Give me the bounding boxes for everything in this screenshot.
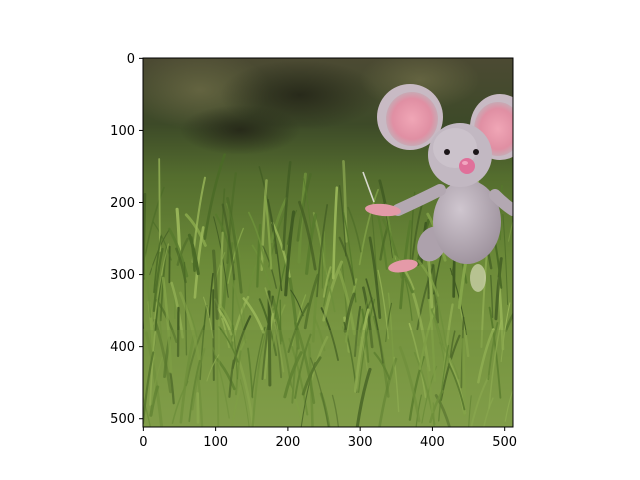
x-tick-label: 200 xyxy=(275,435,300,450)
x-tick-label: 0 xyxy=(139,435,147,450)
plush-mouse-in-grass-photo xyxy=(143,58,513,427)
y-tick-label: 0 xyxy=(127,52,135,67)
plush-mouse xyxy=(362,84,513,292)
axes-frame xyxy=(142,57,514,428)
y-axis: 0 100 200 300 400 500 xyxy=(110,52,143,427)
x-tick-label: 100 xyxy=(203,435,228,450)
y-tick-label: 500 xyxy=(110,412,135,427)
x-axis: 0 100 200 300 400 500 xyxy=(139,427,517,450)
y-tick-label: 100 xyxy=(110,124,135,139)
y-tick-label: 400 xyxy=(110,340,135,355)
x-tick-label: 300 xyxy=(348,435,373,450)
y-tick-label: 200 xyxy=(110,196,135,211)
y-tick-label: 300 xyxy=(110,268,135,283)
x-tick-label: 400 xyxy=(420,435,445,450)
x-tick-label: 500 xyxy=(492,435,517,450)
